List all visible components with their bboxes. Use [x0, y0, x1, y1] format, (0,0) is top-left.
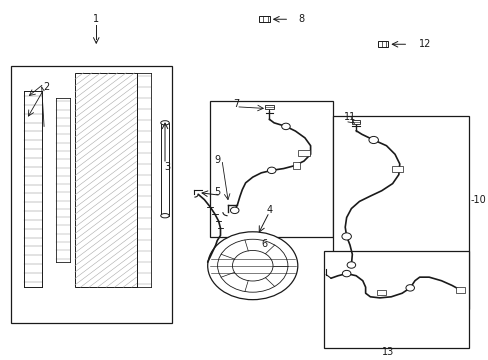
Bar	[323, 251, 468, 348]
Bar	[210, 102, 333, 237]
Text: 7: 7	[233, 99, 239, 109]
Bar	[298, 150, 309, 156]
Text: 13: 13	[381, 347, 393, 357]
Bar	[292, 162, 299, 169]
Bar	[264, 105, 273, 109]
Text: 9: 9	[214, 156, 220, 165]
Circle shape	[217, 239, 287, 292]
Text: 5: 5	[214, 188, 220, 198]
Bar	[377, 290, 385, 295]
Circle shape	[346, 262, 355, 268]
Text: 2: 2	[43, 82, 49, 92]
Circle shape	[207, 232, 297, 300]
Bar	[333, 116, 468, 309]
Text: 1: 1	[93, 14, 99, 24]
Text: -10: -10	[470, 195, 486, 204]
Text: 12: 12	[418, 39, 430, 49]
Circle shape	[232, 251, 272, 281]
Bar	[391, 166, 402, 172]
Text: 8: 8	[298, 14, 304, 24]
Circle shape	[341, 233, 351, 240]
Bar	[11, 66, 172, 323]
Circle shape	[230, 207, 239, 213]
Text: 3: 3	[164, 162, 170, 172]
Circle shape	[267, 167, 275, 174]
Ellipse shape	[161, 213, 169, 218]
Text: 6: 6	[261, 239, 267, 249]
Circle shape	[368, 136, 378, 144]
Ellipse shape	[161, 121, 169, 125]
Bar	[455, 287, 464, 293]
Bar	[75, 73, 136, 287]
Bar	[377, 41, 387, 47]
Circle shape	[342, 270, 350, 277]
Circle shape	[405, 285, 414, 291]
Text: 4: 4	[266, 204, 272, 215]
Bar	[259, 17, 269, 22]
Bar	[351, 120, 360, 124]
Bar	[161, 123, 169, 216]
Circle shape	[281, 123, 289, 130]
Text: 11: 11	[343, 112, 355, 122]
